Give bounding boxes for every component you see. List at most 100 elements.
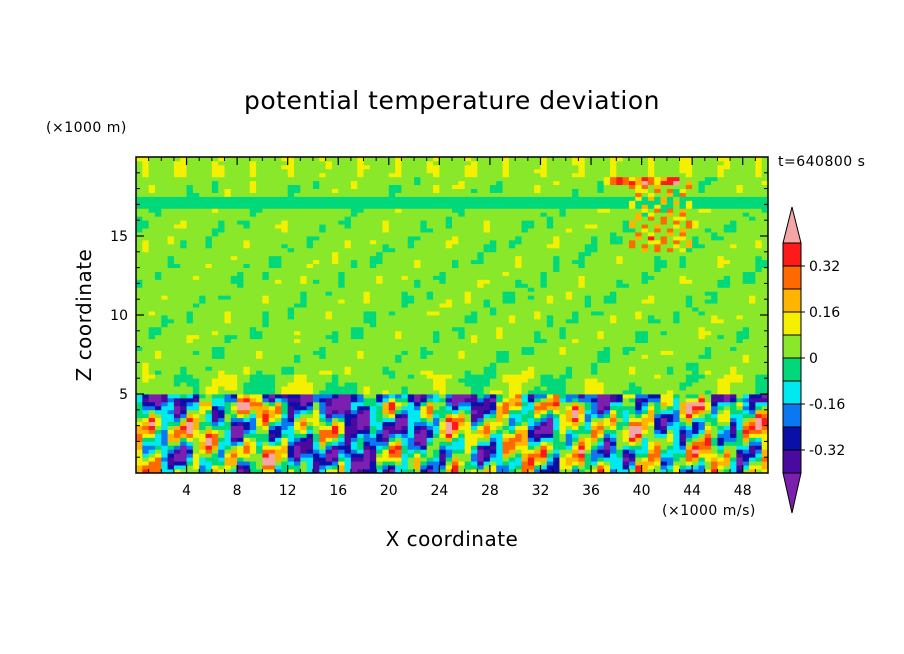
field-cell-1459 xyxy=(508,413,516,419)
field-cell-2794 xyxy=(730,362,737,367)
field-cell-3354 xyxy=(477,338,484,344)
field-cell-4350 xyxy=(452,299,459,304)
field-cell-2702 xyxy=(148,362,156,367)
field-cell-4033 xyxy=(344,311,352,316)
field-cell-2313 xyxy=(218,378,225,383)
field-cell-654 xyxy=(477,445,484,450)
field-cell-1771 xyxy=(584,401,592,407)
field-cell-2139 xyxy=(382,386,390,391)
field-cell-1139 xyxy=(382,425,390,430)
field-cell-2967 xyxy=(559,354,567,359)
field-cell-4895 xyxy=(736,279,744,284)
field-cell-3684 xyxy=(666,326,674,332)
field-cell-1401 xyxy=(142,413,150,419)
field-cell-1684 xyxy=(666,405,674,411)
field-cell-458 xyxy=(502,453,510,458)
field-cell-1395 xyxy=(736,417,744,423)
field-cell-1292 xyxy=(717,421,725,426)
field-cell-613 xyxy=(218,445,225,450)
field-cell-1425 xyxy=(294,413,301,419)
field-cell-3338 xyxy=(376,338,383,344)
field-cell-2409 xyxy=(192,374,200,379)
field-cell-4105 xyxy=(167,307,175,312)
field-cell-33 xyxy=(344,469,352,473)
field-cell-2760 xyxy=(515,362,522,367)
field-cell-2450 xyxy=(452,374,459,379)
field-cell-2387 xyxy=(685,378,693,383)
field-cell-4429 xyxy=(319,295,326,300)
field-cell-4801 xyxy=(142,279,150,284)
field-cell-2456 xyxy=(489,374,497,379)
field-cell-4942 xyxy=(401,275,409,280)
field-cell-1108 xyxy=(186,425,194,430)
field-cell-526 xyxy=(300,449,308,454)
field-cell-4551 xyxy=(458,291,466,296)
field-cell-4957 xyxy=(496,275,503,280)
field-cell-2733 xyxy=(344,362,352,367)
field-cell-4537 xyxy=(369,291,377,296)
field-cell-4406 xyxy=(173,295,181,300)
field-cell-2907 xyxy=(180,354,187,359)
field-cell-478 xyxy=(628,453,636,458)
field-cell-2300 xyxy=(136,378,143,383)
field-cell-866 xyxy=(553,437,560,442)
field-cell-583 xyxy=(660,449,668,454)
field-cell-1496 xyxy=(742,413,750,419)
field-cell-833 xyxy=(344,437,352,442)
field-cell-882 xyxy=(654,437,661,442)
field-cell-910 xyxy=(199,433,206,438)
field-cell-3877 xyxy=(622,318,630,324)
field-cell-3335 xyxy=(357,338,364,344)
field-cell-3374 xyxy=(603,338,611,344)
field-cell-3882 xyxy=(654,318,661,324)
field-cell-3407 xyxy=(180,334,187,340)
field-cell-3462 xyxy=(527,334,535,340)
field-cell-3707 xyxy=(180,322,187,328)
field-cell-327 xyxy=(306,457,314,462)
field-cell-1150 xyxy=(452,425,459,430)
field-cell-1906 xyxy=(173,394,181,399)
field-cell-4689 xyxy=(698,287,706,292)
field-cell-251 xyxy=(458,461,466,466)
field-cell-3211 xyxy=(205,342,213,347)
field-cell-1010 xyxy=(199,429,206,434)
field-cell-2922 xyxy=(275,354,282,359)
field-cell-3806 xyxy=(173,318,181,324)
field-cell-2160 xyxy=(515,386,522,391)
field-cell-4289 xyxy=(698,303,706,308)
field-cell-1129 xyxy=(319,425,326,430)
field-cell-3043 xyxy=(407,350,415,355)
field-cell-3222 xyxy=(275,342,282,347)
field-cell-2647 xyxy=(433,366,440,371)
field-cell-505 xyxy=(167,449,175,454)
field-cell-2596 xyxy=(742,370,750,375)
field-cell-1136 xyxy=(363,425,371,430)
field-cell-3347 xyxy=(433,338,440,344)
field-cell-1045 xyxy=(420,429,428,434)
field-cell-2164 xyxy=(540,386,548,391)
field-cell-586 xyxy=(679,449,687,454)
field-cell-97 xyxy=(749,469,756,473)
field-cell-601 xyxy=(142,445,150,450)
field-cell-4085 xyxy=(673,311,680,316)
field-cell-1916 xyxy=(237,394,244,399)
field-cell-2679 xyxy=(635,366,642,371)
field-cell-3173 xyxy=(597,346,605,351)
field-cell-3748 xyxy=(439,322,447,328)
field-cell-4338 xyxy=(376,299,383,304)
field-cell-1443 xyxy=(407,413,415,419)
field-cell-4202 xyxy=(148,303,156,308)
field-cell-3824 xyxy=(287,318,295,324)
field-cell-1569 xyxy=(572,409,579,415)
field-cell-889 xyxy=(698,437,706,442)
field-cell-3131 xyxy=(331,346,339,351)
field-cell-4393 xyxy=(723,299,731,304)
field-cell-3007 xyxy=(180,350,187,355)
field-cell-3620 xyxy=(262,326,270,332)
field-cell-711 xyxy=(205,441,213,446)
field-cell-4910 xyxy=(199,275,206,280)
field-cell-3652 xyxy=(464,326,472,332)
field-cell-3814 xyxy=(224,318,232,324)
field-cell-1975 xyxy=(610,394,617,399)
field-cell-2469 xyxy=(572,374,579,379)
